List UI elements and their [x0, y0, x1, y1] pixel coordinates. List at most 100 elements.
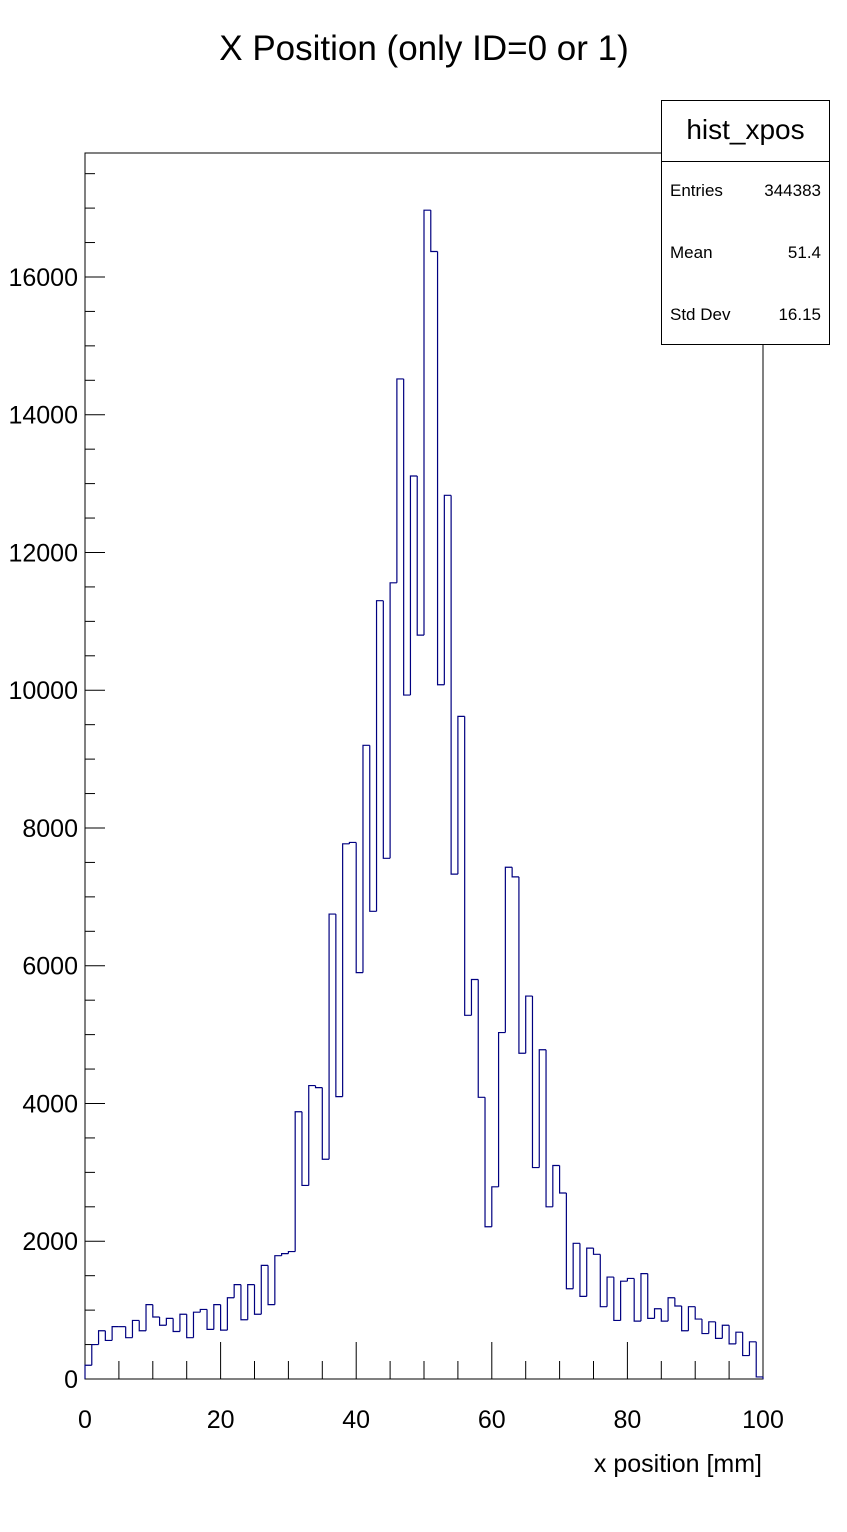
histogram-bin — [572, 1242, 580, 1289]
histogram-bin — [199, 1308, 208, 1313]
y-tick-label: 10000 — [8, 677, 78, 705]
histogram-bin — [470, 978, 479, 1016]
histogram-bins — [84, 209, 764, 1379]
x-axis-label: x position [mm] — [594, 1450, 762, 1478]
chart-title: X Position (only ID=0 or 1) — [219, 29, 629, 68]
y-tick-label: 0 — [64, 1366, 78, 1394]
x-tick-label: 0 — [78, 1406, 92, 1434]
histogram-bin — [484, 1097, 492, 1228]
histogram-bin — [247, 1284, 255, 1320]
histogram-bin — [355, 842, 363, 974]
histogram-bin — [477, 979, 486, 1098]
histogram-bin — [97, 1330, 106, 1345]
histogram-bin — [233, 1284, 241, 1298]
x-tick-label: 40 — [342, 1406, 370, 1434]
histogram-bin — [260, 1264, 269, 1315]
histogram-bin — [647, 1273, 655, 1319]
histogram-bin — [382, 600, 391, 859]
histogram-bin — [681, 1305, 689, 1332]
x-tick-label: 80 — [613, 1406, 641, 1434]
histogram-bin — [294, 1111, 302, 1252]
histogram-bin — [464, 716, 472, 1016]
histogram-bin — [111, 1326, 119, 1341]
y-tick-label: 6000 — [22, 953, 78, 981]
y-tick-label: 2000 — [22, 1228, 78, 1256]
histogram-bin — [274, 1255, 282, 1305]
histogram-bin — [701, 1319, 709, 1335]
y-tick-label: 8000 — [22, 815, 78, 843]
histogram-bin — [125, 1326, 133, 1339]
histogram-bin — [253, 1284, 262, 1315]
histogram-bin — [708, 1321, 716, 1334]
histogram-bin — [301, 1111, 309, 1187]
histogram-bin — [748, 1341, 757, 1356]
histogram-bin — [226, 1297, 235, 1331]
histogram-bin — [287, 1250, 296, 1254]
histogram-bin — [559, 1165, 567, 1194]
histogram-bin — [240, 1284, 248, 1321]
histogram-bin — [565, 1193, 574, 1290]
histogram-bin — [131, 1319, 140, 1338]
histogram-bin — [158, 1317, 167, 1326]
stats-box: hist_xpos Entries 344383 Mean 51.4 Std D… — [661, 100, 830, 345]
histogram-bin — [742, 1332, 750, 1357]
histogram-bin — [308, 1084, 316, 1186]
stats-mean-label: Mean — [670, 243, 713, 262]
histogram-bin — [552, 1164, 560, 1207]
histogram-bin — [450, 495, 458, 875]
x-tick-label: 60 — [478, 1406, 506, 1434]
histogram-bin — [633, 1278, 641, 1322]
histogram-bin — [755, 1341, 763, 1378]
histogram-bin — [409, 475, 418, 696]
histogram-bin — [104, 1330, 113, 1342]
y-tick-label: 4000 — [22, 1090, 78, 1118]
histogram-bin — [186, 1314, 194, 1339]
histogram-bin — [667, 1297, 675, 1322]
histogram-bin — [213, 1304, 221, 1330]
x-tick-label: 20 — [207, 1406, 235, 1434]
histogram-bin — [152, 1304, 160, 1318]
histogram-bin — [416, 476, 424, 636]
histogram-bin — [84, 1364, 92, 1379]
histogram-bin — [91, 1343, 99, 1366]
histogram-bin — [721, 1324, 730, 1339]
histogram-bin — [423, 209, 431, 636]
histogram-bin — [674, 1297, 682, 1307]
histogram-bin — [599, 1254, 608, 1308]
histogram-bin — [640, 1273, 648, 1322]
stats-entries-value: 344383 — [764, 181, 821, 200]
histogram-bin — [626, 1277, 635, 1282]
histogram-bin — [443, 494, 452, 685]
histogram-bin — [321, 1087, 330, 1160]
histogram-bin — [714, 1321, 723, 1339]
stats-stddev-value: 16.15 — [778, 305, 821, 324]
histogram-bin — [430, 210, 438, 253]
histogram-bin — [362, 744, 370, 973]
y-tick-label: 12000 — [8, 539, 78, 567]
histogram-bin — [348, 841, 357, 844]
histogram-bin — [531, 996, 540, 1169]
histogram-bin — [660, 1308, 669, 1322]
histogram-bin — [328, 913, 336, 1160]
histogram-bin — [497, 1031, 506, 1187]
histogram-bin — [172, 1318, 180, 1333]
histogram-bin — [138, 1320, 147, 1332]
histogram-bin — [606, 1276, 614, 1307]
stats-entries-label: Entries — [670, 181, 723, 200]
histogram-bin — [687, 1306, 696, 1331]
stats-stddev-label: Std Dev — [670, 305, 731, 324]
histogram-bin — [653, 1308, 662, 1319]
y-tick-label: 14000 — [8, 402, 78, 430]
histogram-bin — [511, 867, 519, 878]
y-axis: 0 2000 4000 6000 8000 10000 12000 14000 16000 — [8, 173, 105, 1394]
histogram-bin — [220, 1304, 228, 1331]
histogram-bin — [389, 582, 397, 859]
histogram-bin — [613, 1277, 621, 1322]
histogram-bin — [728, 1325, 736, 1345]
histogram-bin — [314, 1085, 323, 1089]
stats-box-title: hist_xpos — [662, 101, 829, 162]
histogram-bin — [586, 1247, 594, 1297]
histogram-bin — [436, 251, 445, 686]
histogram-bin — [491, 1186, 499, 1227]
